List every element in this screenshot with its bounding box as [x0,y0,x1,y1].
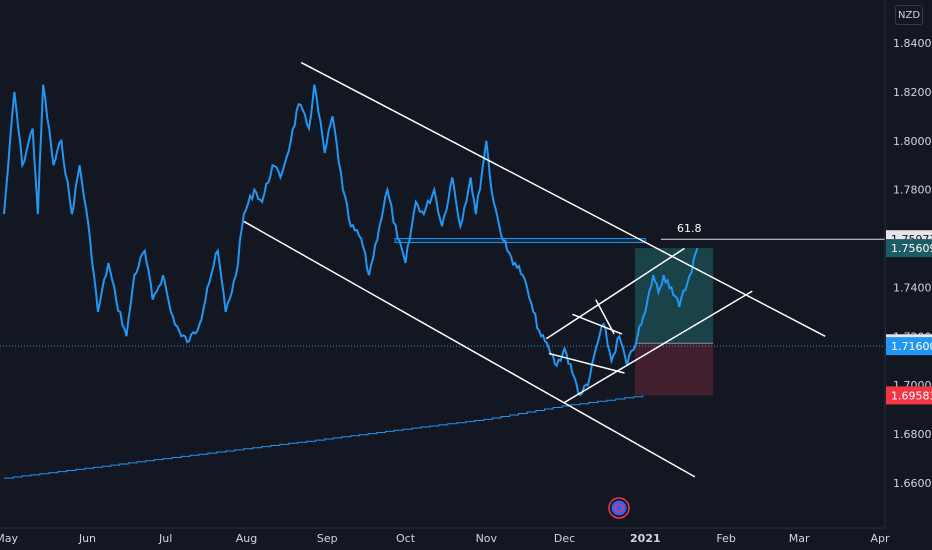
y-tick-label: 1.66000 [893,477,932,490]
price-axis[interactable]: 1.840001.820001.800001.780001.740001.720… [893,37,932,490]
supply-zone [394,238,646,244]
y-tick-label: 1.82000 [893,86,932,99]
x-tick-label: Mar [789,532,810,545]
fib-level-label: 61.8 [677,222,702,235]
x-tick-label: Jul [158,532,172,545]
drawing-layer: 61.8 [243,61,885,478]
y-tick-label: 1.80000 [893,135,932,148]
x-tick-label: 2021 [630,532,661,545]
x-tick-label: Jun [78,532,96,545]
stop-zone [634,343,714,396]
economic-events-icon[interactable] [608,497,630,519]
price-tag-box [886,386,932,405]
trendline[interactable] [548,352,625,374]
price-tag-label: 1.69583 [891,389,932,402]
x-tick-label: Feb [716,532,735,545]
y-tick-label: 1.78000 [893,184,932,197]
y-tick-label: 1.84000 [893,37,932,50]
x-tick-label: Oct [396,532,416,545]
trendline[interactable] [545,247,685,340]
trendline[interactable] [564,290,753,403]
series-layer [3,84,699,479]
x-tick-label: Dec [554,532,575,545]
drawing-zones [0,238,885,396]
price-tag-box [886,239,932,258]
y-tick-label: 1.68000 [893,428,932,441]
x-tick-label: Nov [476,532,498,545]
x-tick-label: Sep [317,532,338,545]
step-series-line [4,395,644,479]
trendline[interactable] [595,299,615,335]
currency-label[interactable]: NZD [895,5,923,25]
trendline[interactable] [572,313,623,335]
x-tick-label: Aug [236,532,257,545]
x-tick-label: May [0,532,18,545]
price-tag-label: 1.71600 [891,340,932,353]
x-tick-label: Apr [870,532,890,545]
time-axis[interactable]: May Jun Jul Aug Sep Oct Nov Dec 2021 Feb Mar Apr [0,532,890,545]
trendline[interactable] [243,220,696,478]
price-tag-label: 1.75609 [891,242,932,255]
trendline[interactable] [300,61,826,337]
y-tick-label: 1.74000 [893,281,932,294]
price-tag: 1.71600 [886,337,932,356]
price-tag-box [886,337,932,356]
price-tag: 1.75609 [886,239,932,258]
price-series-line [3,84,699,397]
price-tag: 1.69583 [886,386,932,405]
